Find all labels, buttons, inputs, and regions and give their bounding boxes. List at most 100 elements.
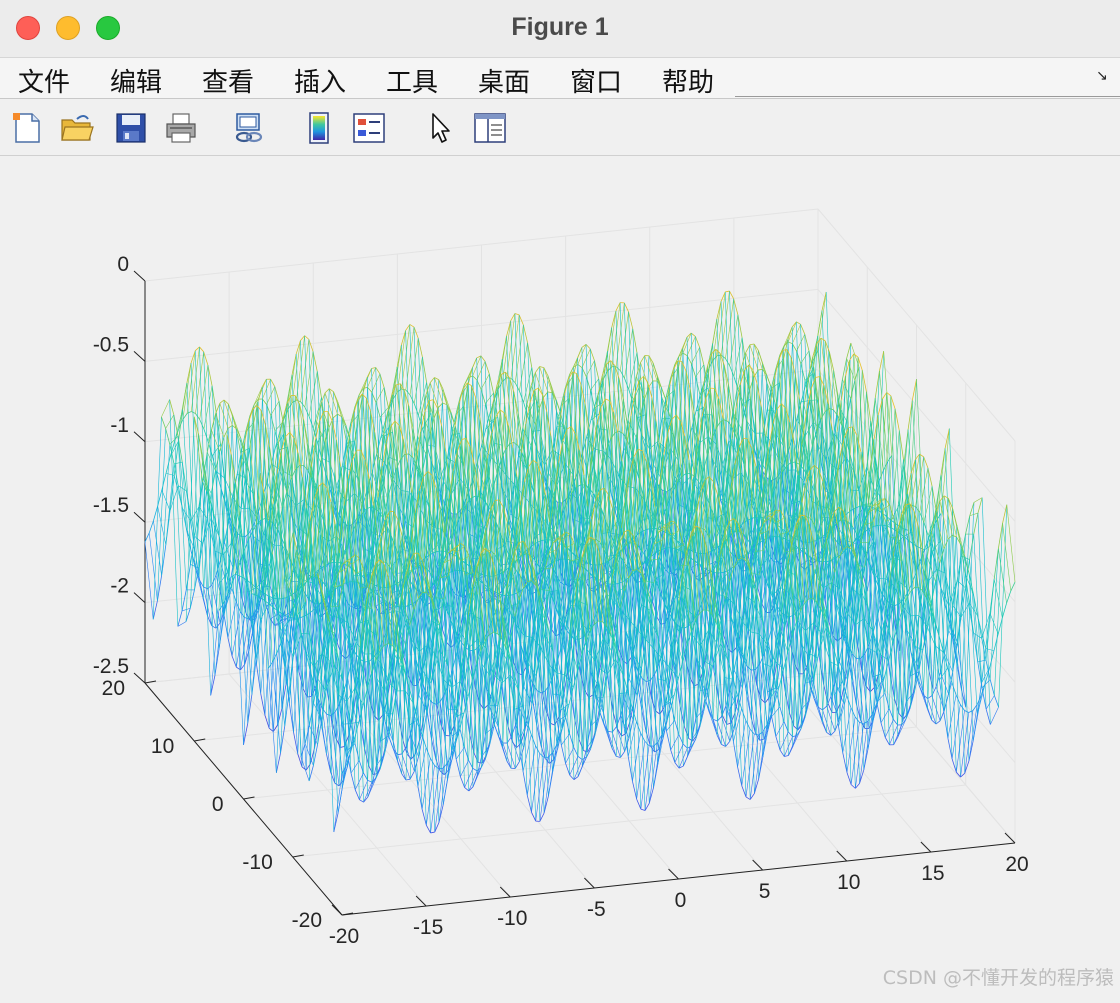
mesh-line (758, 369, 762, 370)
mesh-line (376, 388, 384, 403)
mesh-line (870, 687, 874, 691)
menu-desktop[interactable]: 桌面 (478, 62, 530, 99)
mesh-line (406, 327, 414, 390)
mesh-line (754, 344, 762, 369)
mesh-line (162, 444, 170, 575)
mesh-line (216, 413, 224, 542)
mesh-line (240, 612, 244, 618)
mesh-line (567, 427, 571, 430)
mesh-line (161, 399, 169, 417)
mesh-line (325, 389, 329, 393)
mesh-line (153, 506, 157, 521)
mesh-line (166, 415, 174, 429)
mesh-line (551, 723, 555, 725)
mesh-line (695, 337, 699, 348)
mesh-line (367, 369, 371, 378)
mesh-line (540, 366, 544, 367)
mesh-line (519, 391, 523, 402)
mesh-line (166, 428, 170, 444)
link-icon[interactable] (232, 111, 266, 145)
mesh-line (211, 493, 219, 583)
mesh-line (548, 392, 552, 393)
mesh-line (292, 354, 296, 375)
mesh-line (797, 334, 805, 351)
mesh-line (286, 432, 290, 436)
mesh-line (437, 551, 441, 552)
mesh-line (750, 344, 754, 345)
surface-mesh (145, 291, 1015, 833)
mesh-line (619, 431, 623, 434)
mesh-line (199, 577, 203, 599)
edit-plot-icon[interactable] (424, 111, 458, 145)
menu-help[interactable]: 帮助 (662, 62, 714, 99)
mesh-line (472, 358, 476, 368)
mesh-line (783, 350, 787, 351)
mesh-line (829, 408, 833, 409)
colorbar-icon[interactable] (302, 111, 336, 145)
menu-window[interactable]: 窗口 (570, 62, 622, 99)
mesh-line (525, 554, 529, 555)
legend-icon[interactable] (352, 111, 386, 145)
mesh-line (691, 347, 699, 363)
mesh-line (473, 376, 477, 380)
mesh-line (305, 336, 309, 340)
property-inspector-icon[interactable] (473, 111, 507, 145)
mesh-line (696, 377, 700, 394)
mesh-line (729, 291, 733, 299)
mesh-line (854, 354, 858, 357)
menu-insert[interactable]: 插入 (294, 62, 346, 99)
mesh-line (162, 545, 166, 576)
menu-file[interactable]: 文件 (18, 62, 70, 99)
menu-divider (735, 96, 1120, 97)
mesh-line (542, 540, 546, 541)
grid-line (293, 785, 966, 857)
print-icon[interactable] (164, 111, 198, 145)
mesh-line (401, 331, 405, 345)
mesh-line (746, 345, 750, 353)
mesh-line (515, 313, 519, 314)
save-icon[interactable] (114, 111, 148, 145)
mesh-line (272, 654, 276, 663)
menu-view[interactable]: 查看 (202, 62, 254, 99)
mesh-line (858, 506, 862, 507)
mesh-line (166, 464, 174, 545)
mesh-line (535, 366, 539, 372)
toolbar-expand-icon[interactable]: ↘ (1096, 68, 1108, 84)
mesh-line (586, 361, 594, 377)
mesh-line (788, 342, 792, 344)
mesh-line (145, 533, 149, 542)
mesh-line (605, 399, 609, 401)
mesh-line (430, 378, 434, 383)
mesh-line (182, 590, 186, 611)
mesh-line (309, 416, 313, 428)
mesh-line (211, 676, 215, 696)
mesh-line (899, 533, 903, 536)
mesh-line (216, 403, 220, 413)
mesh-line (578, 364, 582, 367)
mesh-line (586, 344, 590, 348)
menu-edit[interactable]: 编辑 (110, 62, 162, 99)
mesh-line (816, 377, 820, 378)
mesh-line (481, 374, 489, 389)
mesh-line (410, 324, 414, 327)
new-figure-icon[interactable] (10, 111, 44, 145)
window-titlebar: Figure 1 (0, 0, 1120, 58)
mesh-line (182, 608, 190, 611)
mesh-line (904, 430, 908, 465)
mesh-line (199, 347, 203, 352)
mesh-line (220, 400, 224, 403)
mesh-line (724, 420, 728, 422)
mesh-line (162, 473, 166, 490)
mesh-line (683, 353, 687, 356)
mesh-line (519, 315, 523, 325)
mesh-line (414, 404, 418, 416)
mesh-line (641, 356, 645, 363)
mesh-line (301, 339, 309, 401)
mesh-line (191, 411, 195, 413)
mesh-line (544, 368, 552, 393)
mesh-line (796, 322, 800, 324)
menu-tools[interactable]: 工具 (386, 62, 438, 99)
mesh-line (376, 402, 380, 417)
open-file-icon[interactable] (60, 111, 94, 145)
